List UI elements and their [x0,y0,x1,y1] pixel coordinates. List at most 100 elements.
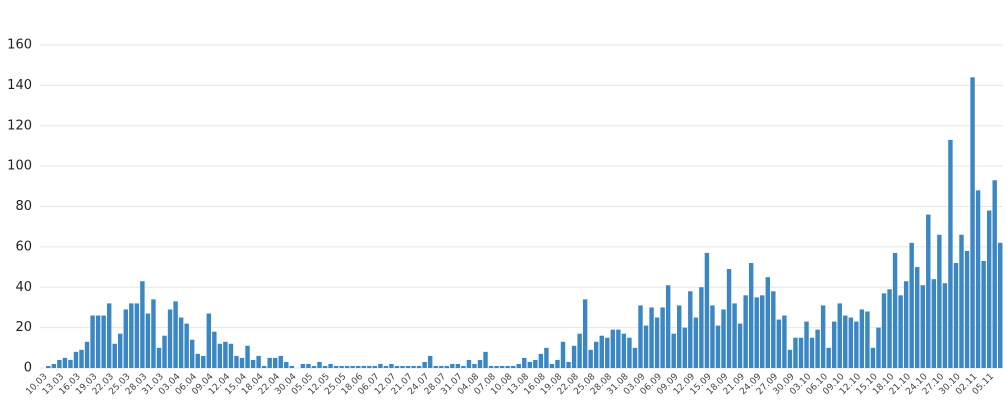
bar [726,269,732,368]
bar [560,341,566,368]
bar [488,365,494,368]
bar [627,337,632,368]
bar [444,365,449,368]
y-tick-label: 40 [15,280,32,295]
bar [881,293,887,368]
bar [538,353,544,368]
bar [748,263,754,368]
bar [95,315,101,368]
bar [344,365,350,368]
bar [184,323,189,368]
bar [427,355,433,368]
bar [212,331,217,368]
bar [46,365,51,368]
bar [223,341,228,368]
bar [649,307,654,368]
bar [533,359,538,368]
bar [898,295,903,368]
bar [466,359,472,368]
bar [665,285,671,368]
bar [112,343,117,368]
bar [677,305,682,368]
bar [516,363,521,368]
bar [915,267,920,368]
bar [317,361,322,368]
bar [610,329,616,368]
bar [483,351,488,368]
bar [765,277,770,368]
bar [743,295,748,368]
bar [57,359,62,368]
bar [577,333,582,368]
bar [433,365,438,368]
bar [217,343,223,368]
bar [62,357,68,368]
bar [51,363,57,368]
bar [937,234,942,368]
bar [964,250,970,368]
bar [865,311,870,368]
bar [754,297,759,368]
bar [660,307,665,368]
bar [920,285,925,368]
bar [931,279,937,368]
bar [522,357,527,368]
bar [654,317,660,368]
bar [372,365,378,368]
bar [278,355,283,368]
bar [732,303,737,368]
bar [643,325,649,368]
bar [588,349,593,368]
bar [787,349,793,368]
y-tick-label: 100 [7,159,32,174]
bar [831,321,837,368]
bar [876,327,881,368]
bar [926,214,931,368]
y-tick-label: 80 [15,199,32,214]
y-tick-label: 60 [15,239,32,254]
bar [859,309,865,368]
bar [599,335,604,368]
bar [300,363,306,368]
bar [405,365,411,368]
bar [439,365,444,368]
bar [699,287,704,368]
bar [820,305,826,368]
bar [870,347,876,368]
bar [400,365,405,368]
bar [289,365,295,368]
y-tick-label: 0 [24,361,32,376]
bar [715,325,721,368]
bar [450,363,455,368]
bar [173,301,178,368]
bar [494,365,499,368]
bar [510,365,516,368]
bar [992,180,997,368]
bar [942,283,948,368]
bar [73,351,79,368]
bar [566,361,571,368]
bar [118,333,123,368]
bar [737,323,743,368]
bar [975,190,981,368]
bar [68,359,73,368]
bar [256,355,261,368]
bar [710,305,715,368]
bar [721,309,726,368]
bar [909,242,914,368]
bar [688,291,693,368]
bar [350,365,355,368]
bar [90,315,95,368]
bar [416,365,422,368]
bar [782,315,787,368]
bar [793,337,798,368]
bar [140,281,145,368]
bar [389,363,394,368]
bar [206,313,212,368]
bar [848,317,854,368]
bar [887,289,892,368]
bar [123,309,128,368]
bar [134,303,140,368]
bar [826,347,831,368]
